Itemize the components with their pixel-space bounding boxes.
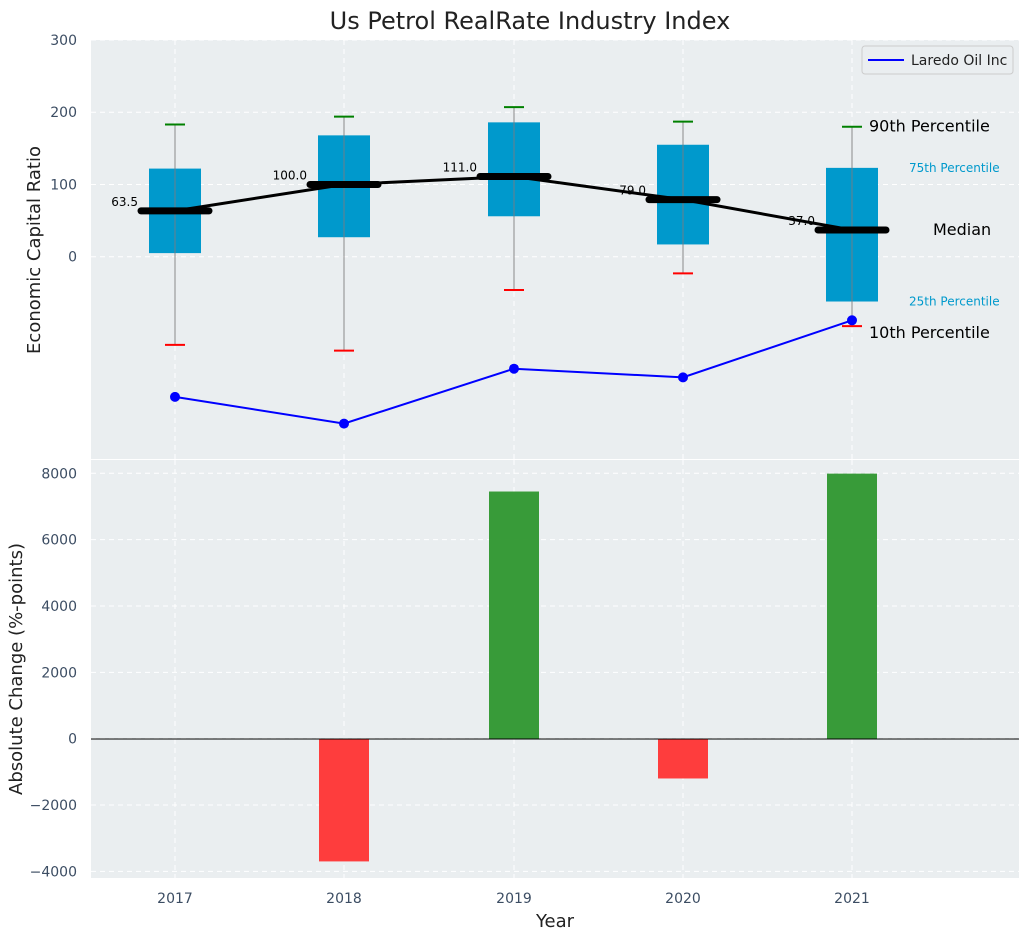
bottom-y-tick-label: −4000 bbox=[30, 864, 77, 880]
company-point-2018 bbox=[339, 418, 349, 429]
top-y-tick-label: 200 bbox=[50, 105, 77, 121]
change-bar-2021 bbox=[827, 473, 877, 739]
top-y-tick-label: 300 bbox=[50, 33, 77, 49]
bottom-y-ticks: −4000 −2000 0 2000 4000 6000 8000 bbox=[30, 466, 77, 880]
x-tick-label-2017: 2017 bbox=[157, 891, 193, 907]
top-panel-background bbox=[91, 40, 1019, 459]
bottom-y-tick-label: 8000 bbox=[41, 466, 77, 482]
top-y-axis-label: Economic Capital Ratio bbox=[24, 146, 45, 354]
bottom-y-tick-label: 4000 bbox=[41, 599, 77, 615]
median-value-label-2017: 63.5 bbox=[111, 195, 138, 209]
bottom-y-tick-label: 2000 bbox=[41, 665, 77, 681]
bottom-y-tick-label: 6000 bbox=[41, 533, 77, 549]
annotation-median: Median bbox=[933, 220, 991, 239]
median-value-label-2020: 79.0 bbox=[619, 184, 646, 198]
company-series bbox=[170, 315, 857, 429]
median-value-label-2021: 37.0 bbox=[788, 214, 815, 228]
x-axis-label: Year bbox=[535, 911, 575, 932]
bottom-y-axis-label: Absolute Change (%-points) bbox=[6, 543, 27, 795]
bottom-y-tick-label: −2000 bbox=[30, 798, 77, 814]
annotation-p25: 25th Percentile bbox=[909, 295, 1000, 309]
x-tick-label-2018: 2018 bbox=[326, 891, 362, 907]
legend-label: Laredo Oil Inc bbox=[911, 53, 1007, 69]
top-y-tick-label: 100 bbox=[50, 177, 77, 193]
x-ticks: 2017 2018 2019 2020 2021 bbox=[157, 891, 870, 907]
bottom-panel-background bbox=[91, 460, 1019, 878]
change-bars bbox=[319, 473, 877, 862]
change-bar-2019 bbox=[489, 491, 539, 739]
bottom-y-tick-label: 0 bbox=[68, 732, 77, 748]
company-point-2019 bbox=[509, 363, 519, 374]
change-bar-2020 bbox=[658, 738, 708, 779]
annotation-p90: 90th Percentile bbox=[869, 117, 990, 136]
company-point-2017 bbox=[170, 391, 180, 402]
x-tick-label-2019: 2019 bbox=[496, 891, 532, 907]
percentile-annotations: 90th Percentile 75th Percentile Median 25th… bbox=[869, 117, 1000, 342]
legend-box bbox=[861, 45, 1014, 75]
change-bar-2018 bbox=[319, 738, 369, 862]
x-tick-label-2021: 2021 bbox=[834, 891, 870, 907]
company-point-2021 bbox=[847, 315, 857, 326]
company-point-2020 bbox=[678, 372, 688, 383]
annotation-p10: 10th Percentile bbox=[869, 323, 990, 342]
median-value-label-2018: 100.0 bbox=[273, 168, 307, 182]
annotation-p75: 75th Percentile bbox=[909, 161, 1000, 175]
chart-title: Us Petrol RealRate Industry Index bbox=[330, 7, 731, 35]
top-y-tick-label: 0 bbox=[68, 250, 77, 266]
median-trend: 63.5 100.0 111.0 79.0 37.0 bbox=[111, 161, 890, 234]
top-y-ticks: 0 100 200 300 bbox=[50, 33, 77, 266]
median-value-label-2019: 111.0 bbox=[443, 161, 477, 175]
legend: Laredo Oil Inc bbox=[861, 45, 1014, 75]
x-tick-label-2020: 2020 bbox=[665, 891, 701, 907]
